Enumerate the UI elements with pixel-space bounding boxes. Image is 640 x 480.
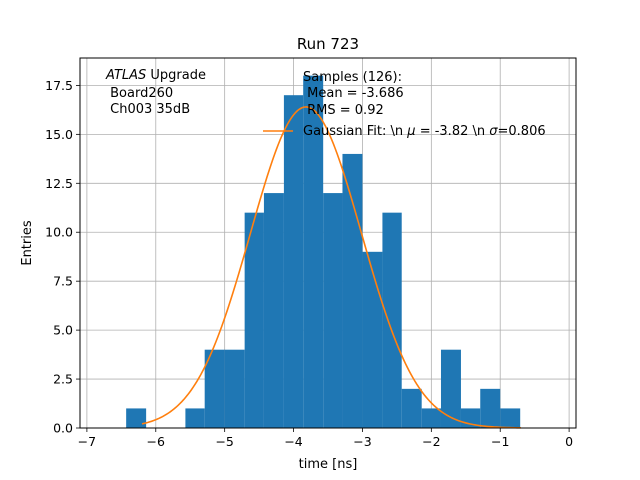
y-tick-label: 17.5 bbox=[45, 78, 73, 93]
y-tick-label: 10.0 bbox=[45, 225, 73, 240]
channel-label: Ch003 35dB bbox=[106, 102, 190, 117]
legend: Samples (126): Mean = -3.686 RMS = 0.92 … bbox=[263, 70, 546, 139]
histogram-bar bbox=[382, 212, 402, 428]
y-tick-label: 2.5 bbox=[53, 372, 73, 387]
histogram-bar bbox=[342, 153, 363, 429]
y-axis-ticks: 0.0 2.5 5.0 7.5 10.0 12.5 15.0 17.5 bbox=[45, 78, 80, 436]
board-label: Board260 bbox=[106, 86, 173, 101]
y-tick-label: 0.0 bbox=[53, 421, 73, 436]
atlas-italic: ATLAS bbox=[105, 68, 146, 83]
histogram-bar bbox=[244, 212, 264, 428]
y-tick-label: 12.5 bbox=[45, 176, 73, 191]
histogram-bar bbox=[440, 349, 461, 428]
histogram-bar bbox=[185, 408, 205, 428]
chart-title: Run 723 bbox=[297, 35, 359, 53]
legend-rms: RMS = 0.92 bbox=[303, 103, 384, 118]
x-tick-label: −6 bbox=[147, 434, 165, 449]
y-tick-label: 15.0 bbox=[45, 127, 73, 142]
atlas-annotation: ATLAS Upgrade Board260 Ch003 35dB bbox=[105, 68, 206, 117]
y-axis-label: Entries bbox=[20, 220, 35, 266]
x-tick-label: −3 bbox=[353, 434, 371, 449]
gaussian-fit-curve bbox=[141, 106, 521, 429]
y-tick-label: 7.5 bbox=[53, 274, 73, 289]
x-tick-label: −4 bbox=[284, 434, 302, 449]
legend-mean: Mean = -3.686 bbox=[303, 86, 404, 101]
legend-fit-mid: = -3.82 \n bbox=[416, 124, 490, 139]
histogram-bar bbox=[421, 408, 441, 428]
legend-fit-suffix: =0.806 bbox=[498, 124, 546, 139]
histogram-bar bbox=[480, 388, 501, 428]
atlas-upgrade: Upgrade bbox=[146, 68, 206, 83]
gaussian-fit-line bbox=[141, 106, 521, 429]
x-tick-label: −2 bbox=[422, 434, 440, 449]
histogram-bar bbox=[126, 408, 147, 428]
legend-fit-sigma: σ bbox=[489, 124, 498, 139]
x-axis-label: time [ns] bbox=[299, 457, 358, 472]
histogram-bar bbox=[303, 75, 324, 428]
histogram-bar bbox=[323, 193, 343, 428]
x-tick-label: 0 bbox=[565, 434, 573, 449]
x-tick-label: −1 bbox=[491, 434, 509, 449]
legend-fit-prefix: Gaussian Fit: \n bbox=[303, 124, 407, 139]
histogram-bar bbox=[362, 251, 383, 428]
x-axis-ticks: −7 −6 −5 −4 −3 −2 −1 0 bbox=[78, 428, 573, 449]
legend-samples: Samples (126): bbox=[303, 70, 402, 85]
plot-frame bbox=[79, 57, 577, 429]
histogram-bar bbox=[204, 349, 225, 428]
x-tick-label: −7 bbox=[78, 434, 96, 449]
histogram-bar bbox=[263, 193, 284, 428]
atlas-label: ATLAS Upgrade bbox=[105, 68, 206, 83]
legend-fit-mu: μ bbox=[406, 124, 415, 139]
x-tick-label: −5 bbox=[215, 434, 233, 449]
y-tick-label: 5.0 bbox=[53, 323, 73, 338]
histogram-bar bbox=[500, 408, 521, 428]
histogram-bar bbox=[224, 349, 245, 428]
histogram-bar bbox=[283, 95, 304, 428]
legend-fit-label: Gaussian Fit: \n μ = -3.82 \n σ=0.806 bbox=[303, 124, 546, 139]
histogram-bar bbox=[401, 388, 422, 428]
histogram-bars bbox=[126, 75, 521, 429]
